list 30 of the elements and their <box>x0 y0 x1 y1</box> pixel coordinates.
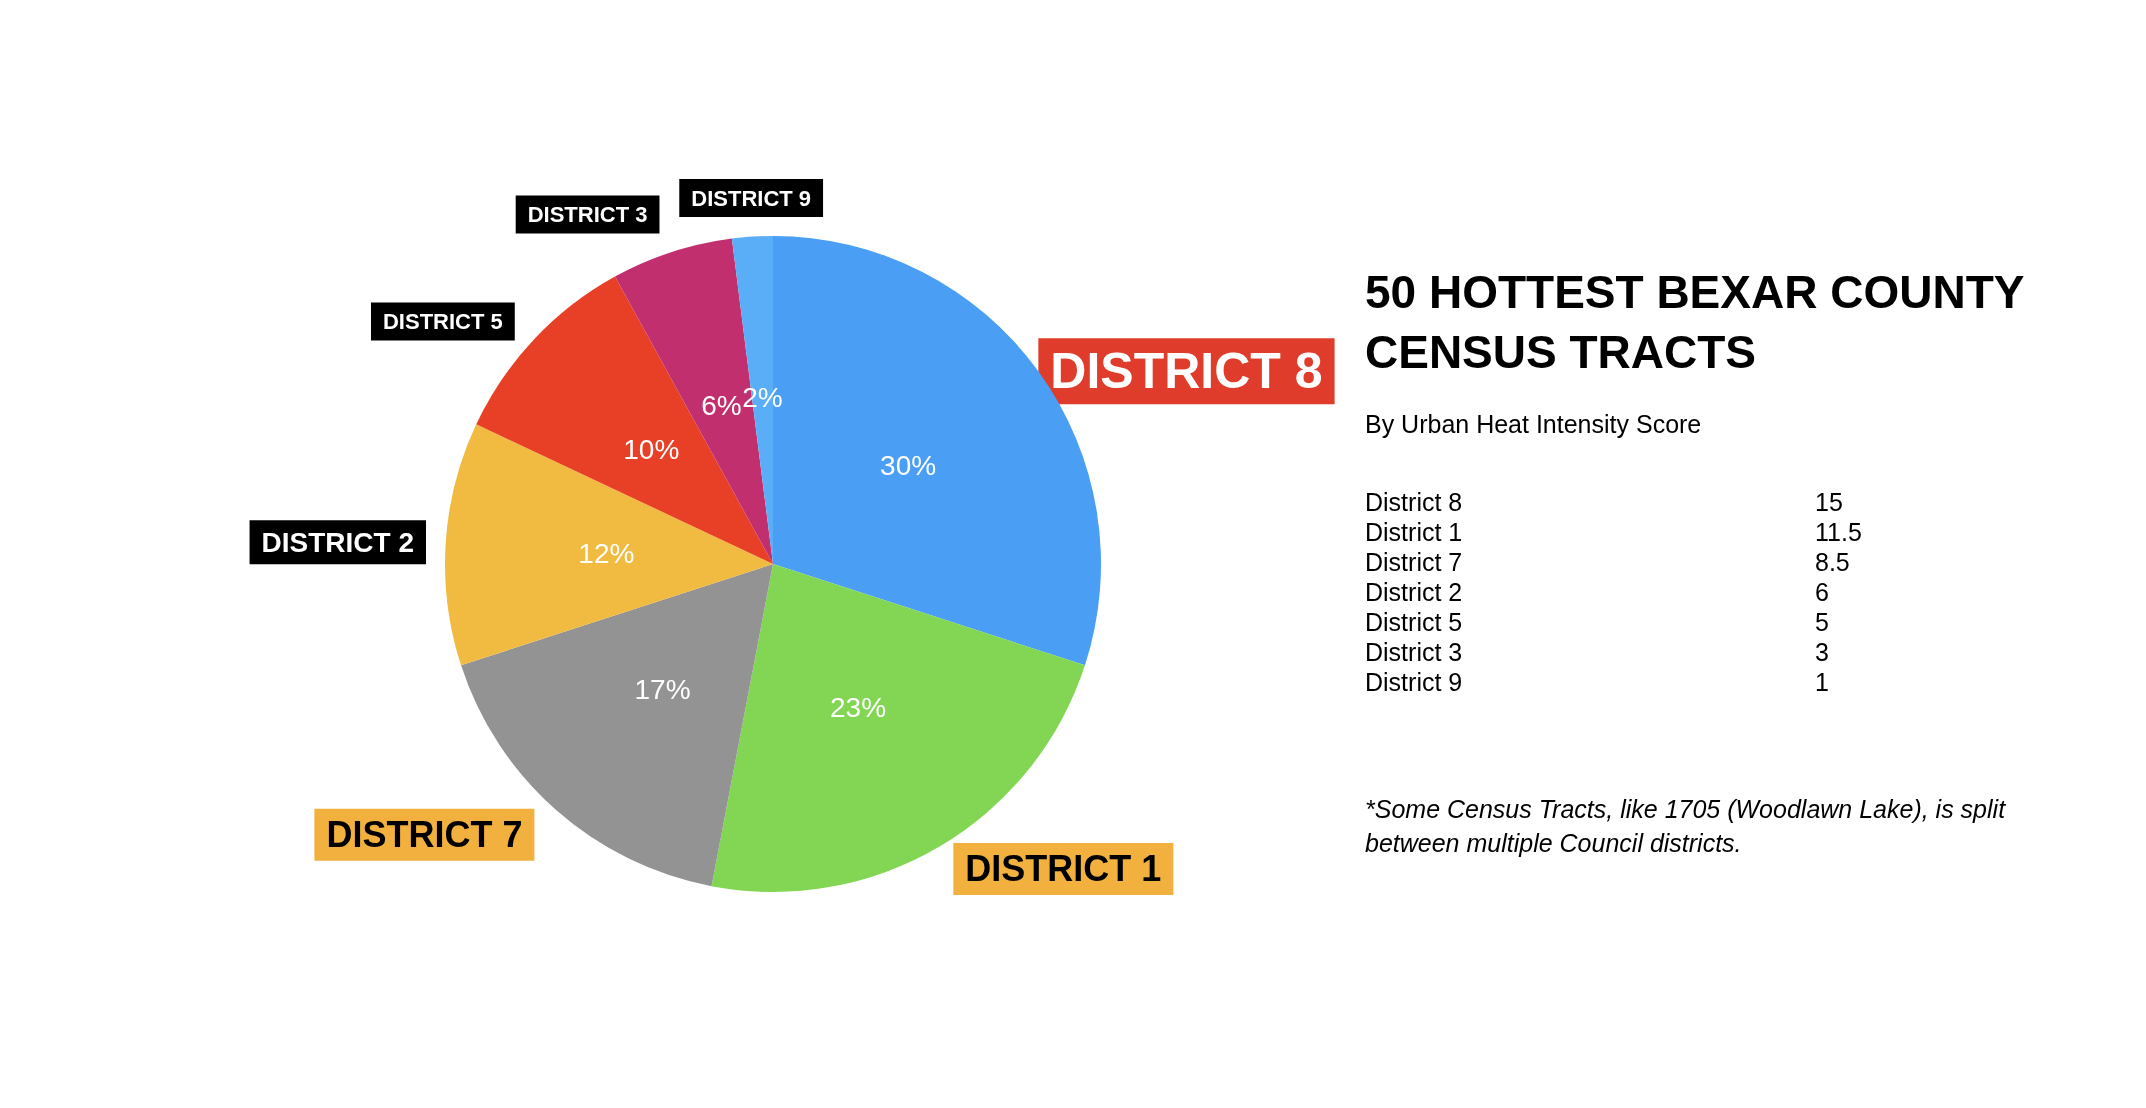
text: 5 <box>1815 607 1829 637</box>
slice-label: DISTRICT 7 <box>326 814 523 856</box>
text: District 9 <box>1365 667 1464 697</box>
slice-label: DISTRICT 3 <box>527 202 648 228</box>
text: 3 <box>1815 637 1829 667</box>
text: 50 HOTTEST BEXAR COUNTY CENSUS TRACTS <box>1365 265 2025 380</box>
text: District 3 <box>1365 637 1464 667</box>
data-label: 6% <box>701 389 742 421</box>
data-label: 23% <box>829 692 887 724</box>
text: 6 <box>1815 577 1829 607</box>
text: District 2 <box>1365 577 1464 607</box>
text: 15 <box>1815 487 1843 517</box>
text: District 7 <box>1365 547 1464 577</box>
text: District 5 <box>1365 607 1464 637</box>
slice-label: DISTRICT 5 <box>382 309 503 335</box>
data-label: 17% <box>634 673 691 705</box>
data-label: 12% <box>578 538 635 570</box>
data-label: 10% <box>623 434 680 466</box>
slice-label: DISTRICT 1 <box>965 848 1162 890</box>
text: 1 <box>1815 667 1829 697</box>
data-label: 30% <box>880 450 937 482</box>
text: By Urban Heat Intensity Score <box>1365 410 1703 439</box>
slice-label: DISTRICT 2 <box>261 526 415 558</box>
slice-label: DISTRICT 8 <box>1050 343 1323 400</box>
text: District 8 <box>1365 487 1464 517</box>
text: District 1 <box>1365 517 1464 547</box>
text: *Some Census Tracts, like 1705 (Woodlawn Lake), is split between multiple Council districts. <box>1365 794 2007 859</box>
text: 11.5 <box>1815 517 1862 547</box>
text: 8.5 <box>1815 547 1850 577</box>
slice-label: DISTRICT 9 <box>691 185 812 211</box>
